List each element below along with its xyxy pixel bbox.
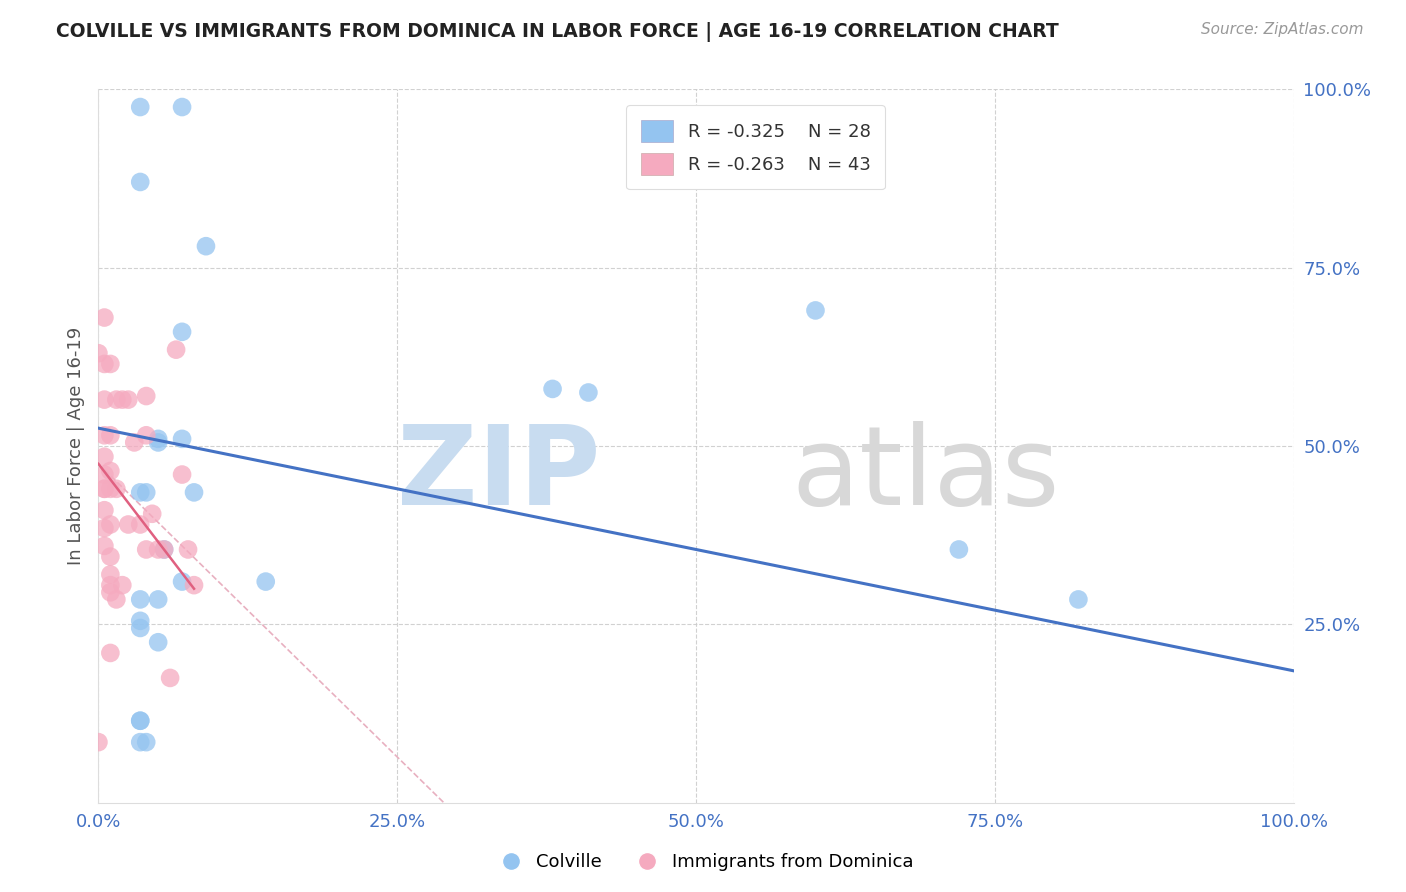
Point — [135, 389, 157, 403]
Point — [148, 542, 170, 557]
Point — [93, 310, 115, 325]
Y-axis label: In Labor Force | Age 16-19: In Labor Force | Age 16-19 — [66, 326, 84, 566]
Point — [93, 357, 115, 371]
Point — [165, 343, 187, 357]
Point — [105, 592, 128, 607]
Point — [98, 428, 122, 442]
Point — [195, 239, 218, 253]
Point — [129, 175, 152, 189]
Point — [183, 485, 205, 500]
Point — [172, 467, 194, 482]
Point — [117, 392, 139, 407]
Point — [129, 100, 152, 114]
Point — [141, 507, 163, 521]
Point — [135, 735, 157, 749]
Point — [93, 467, 115, 482]
Point — [93, 521, 115, 535]
Point — [148, 635, 170, 649]
Point — [98, 464, 122, 478]
Point — [98, 517, 122, 532]
Point — [135, 485, 157, 500]
Point — [93, 392, 115, 407]
Point — [172, 325, 194, 339]
Point — [148, 432, 170, 446]
Point — [98, 567, 122, 582]
Point — [129, 614, 152, 628]
Point — [87, 346, 110, 360]
Point — [159, 671, 181, 685]
Point — [129, 621, 152, 635]
Point — [93, 482, 115, 496]
Point — [111, 392, 134, 407]
Point — [135, 542, 157, 557]
Point — [98, 578, 122, 592]
Point — [1067, 592, 1090, 607]
Point — [105, 482, 128, 496]
Point — [93, 503, 115, 517]
Point — [105, 392, 128, 407]
Point — [541, 382, 564, 396]
Point — [111, 578, 134, 592]
Point — [129, 592, 152, 607]
Point — [135, 428, 157, 442]
Point — [98, 646, 122, 660]
Point — [129, 714, 152, 728]
Text: COLVILLE VS IMMIGRANTS FROM DOMINICA IN LABOR FORCE | AGE 16-19 CORRELATION CHAR: COLVILLE VS IMMIGRANTS FROM DOMINICA IN … — [56, 22, 1059, 42]
Text: Source: ZipAtlas.com: Source: ZipAtlas.com — [1201, 22, 1364, 37]
Point — [87, 735, 110, 749]
Point — [153, 542, 176, 557]
Point — [124, 435, 146, 450]
Point — [804, 303, 827, 318]
Point — [129, 517, 152, 532]
Point — [172, 432, 194, 446]
Point — [98, 482, 122, 496]
Point — [93, 539, 115, 553]
Point — [93, 482, 115, 496]
Text: atlas: atlas — [792, 421, 1060, 528]
Point — [93, 428, 115, 442]
Point — [129, 485, 152, 500]
Point — [172, 574, 194, 589]
Point — [177, 542, 200, 557]
Point — [129, 714, 152, 728]
Point — [98, 549, 122, 564]
Legend: Colville, Immigrants from Dominica: Colville, Immigrants from Dominica — [485, 847, 921, 879]
Point — [98, 357, 122, 371]
Point — [153, 542, 176, 557]
Point — [117, 517, 139, 532]
Point — [172, 100, 194, 114]
Point — [129, 735, 152, 749]
Legend: R = -0.325    N = 28, R = -0.263    N = 43: R = -0.325 N = 28, R = -0.263 N = 43 — [626, 105, 886, 189]
Point — [948, 542, 970, 557]
Point — [98, 585, 122, 599]
Text: ZIP: ZIP — [396, 421, 600, 528]
Point — [148, 435, 170, 450]
Point — [93, 450, 115, 464]
Point — [148, 592, 170, 607]
Point — [254, 574, 277, 589]
Point — [183, 578, 205, 592]
Point — [578, 385, 600, 400]
